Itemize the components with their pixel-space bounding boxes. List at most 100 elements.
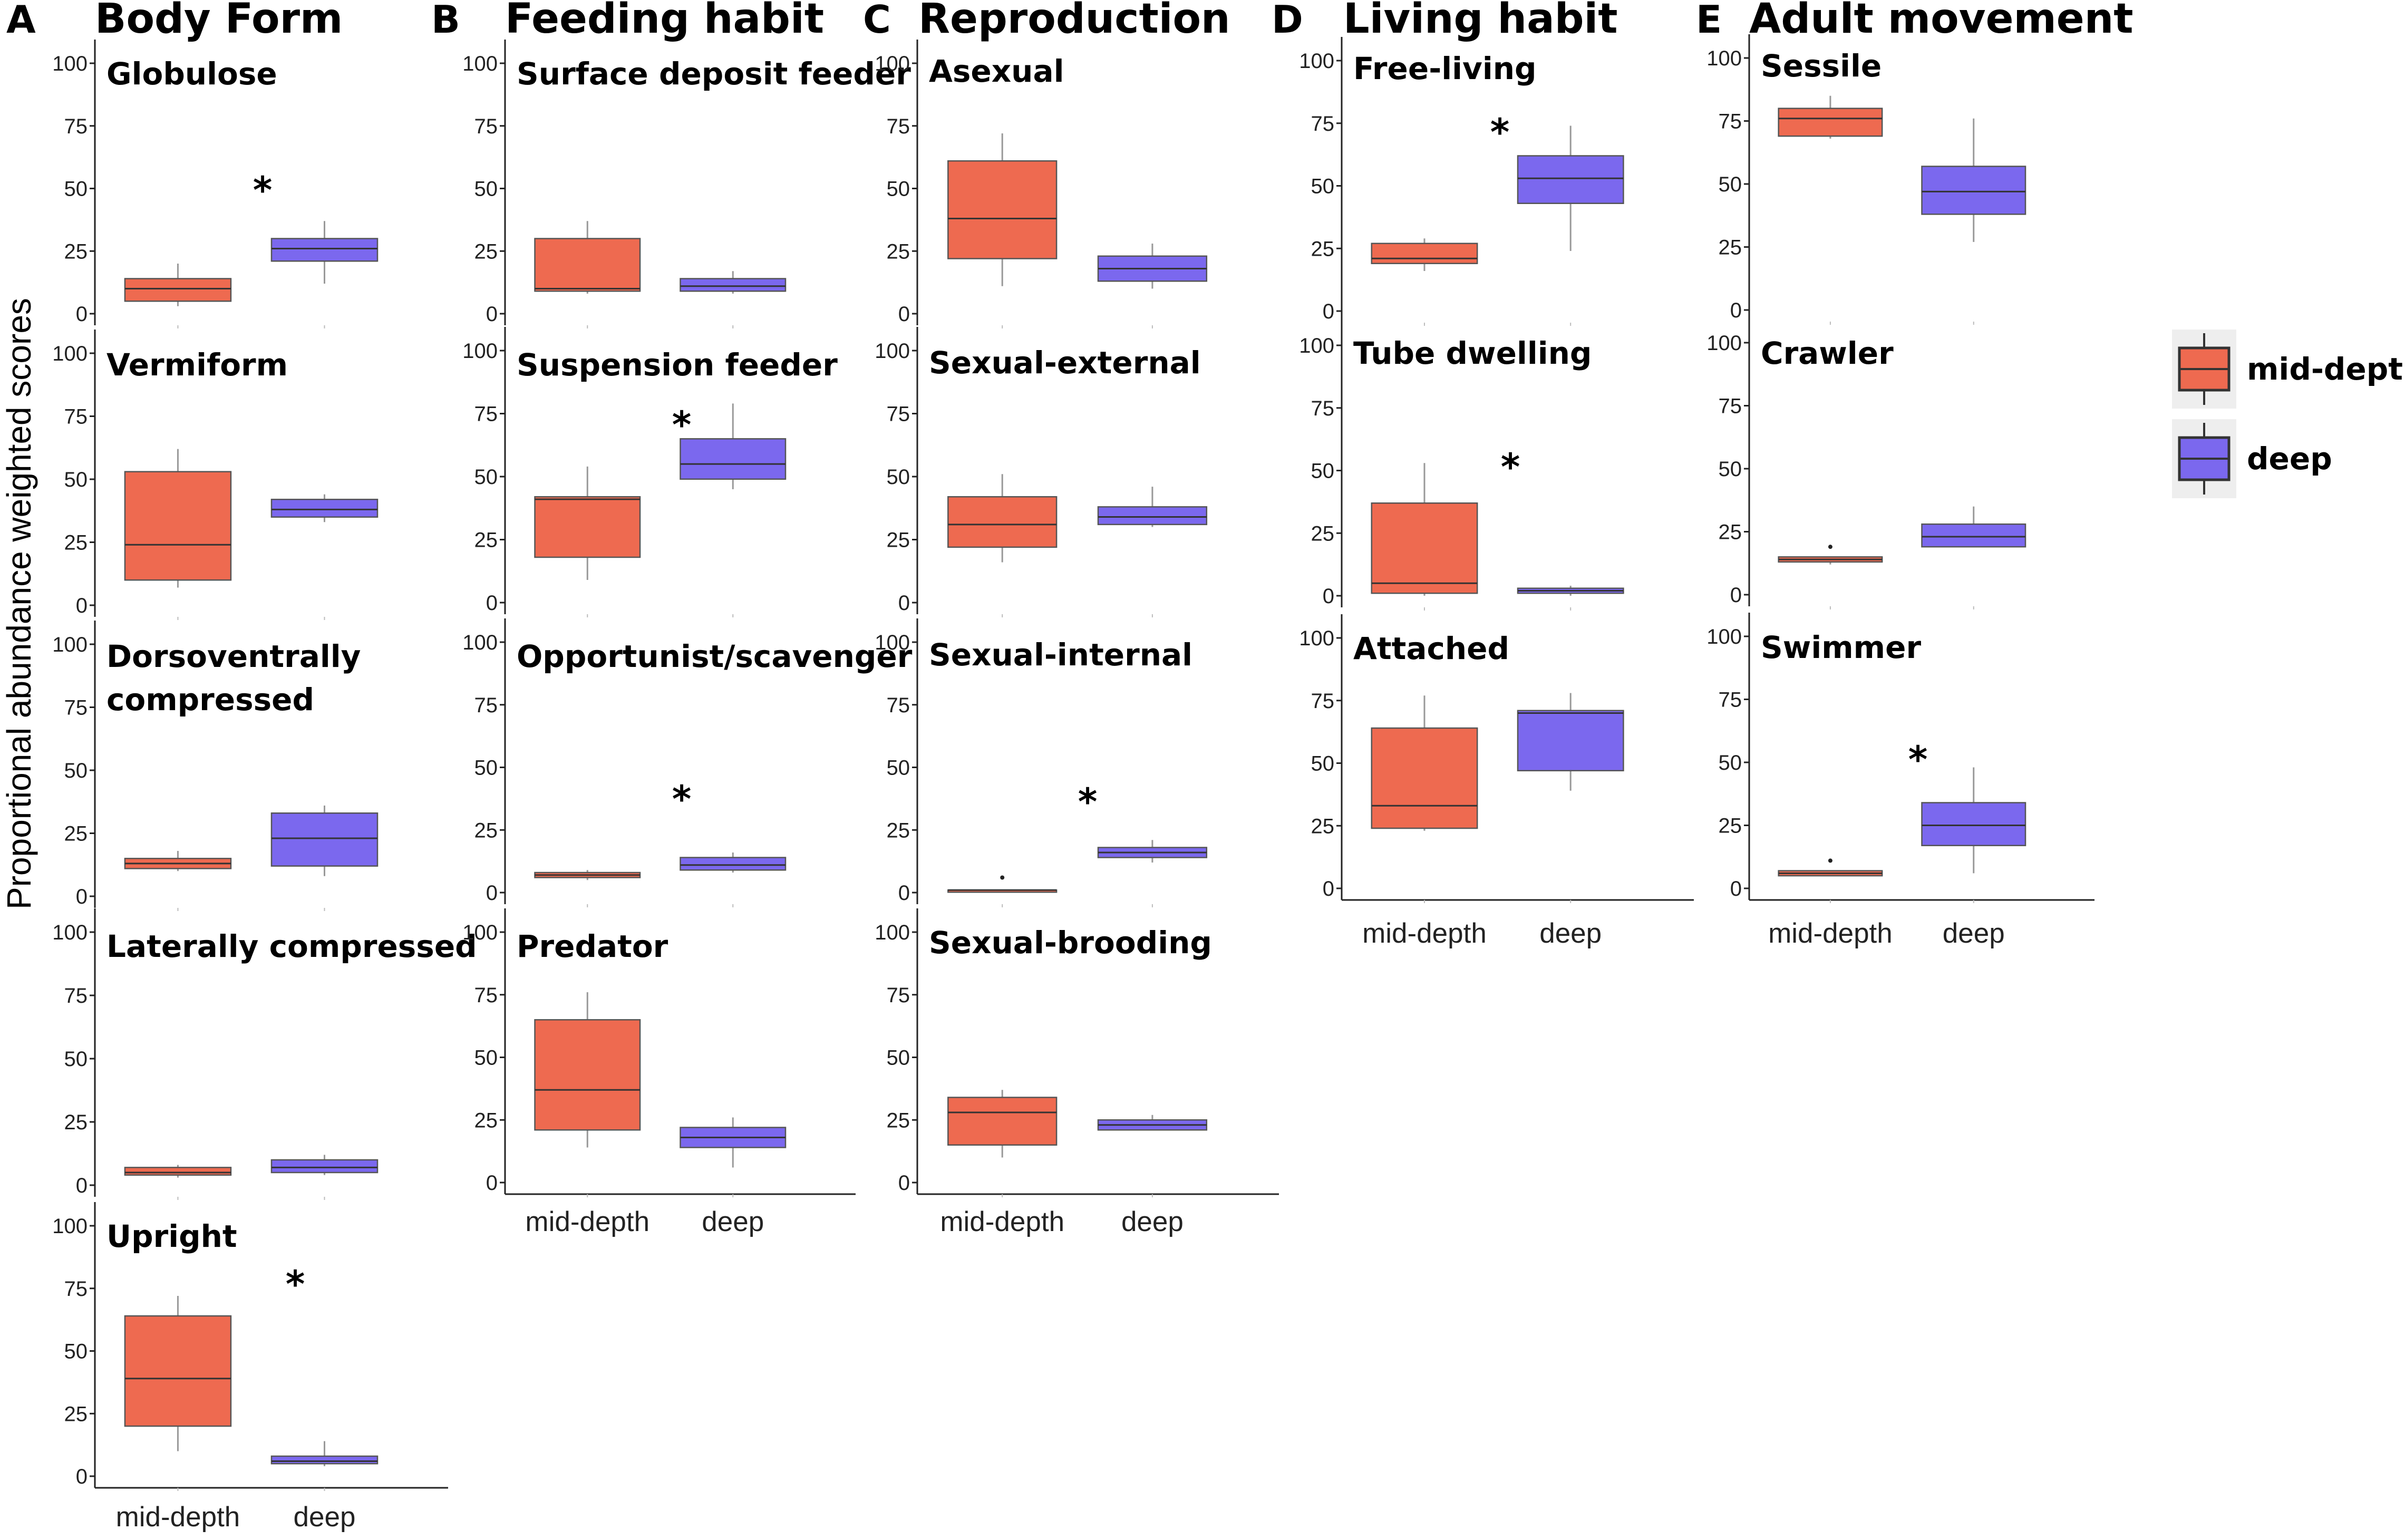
x-tick-label: mid-depth <box>940 1206 1064 1237</box>
x-tick-label: deep <box>294 1502 356 1533</box>
box-body <box>1517 710 1624 771</box>
panel-title: Free-living <box>1353 51 1537 86</box>
box-mid <box>124 850 232 871</box>
y-tick-label: 0 <box>76 594 88 617</box>
box-deep <box>270 1155 379 1175</box>
box-deep <box>1517 125 1624 251</box>
box-mid <box>534 992 641 1148</box>
y-tick-label: 50 <box>1719 458 1742 481</box>
x-tick-label: deep <box>1943 918 2005 949</box>
y-tick-label: 25 <box>64 531 88 555</box>
column-d: D Living habit 0 25 50 75 100 Free-living * 0 25 50… <box>1272 0 1694 949</box>
y-tick-label: 0 <box>898 592 910 615</box>
y-tick-label: 100 <box>52 52 88 75</box>
y-tick-label: 50 <box>474 178 498 201</box>
y-tick-label: 25 <box>1311 522 1335 545</box>
y-tick-label: 0 <box>486 592 498 615</box>
box-mid <box>1371 463 1478 596</box>
y-tick-label: 100 <box>875 340 910 363</box>
column-letter: E <box>1696 0 1722 42</box>
panel-b-2: 0 25 50 75 100 Suspension feeder * <box>462 327 838 617</box>
y-tick-label: 50 <box>474 466 498 489</box>
box-deep <box>680 853 787 873</box>
box-deep <box>1921 767 2026 874</box>
y-tick-label: 100 <box>1299 627 1334 650</box>
panel-grid: A Body Form 0 25 50 75 100 Globulose * 0 25 50 75 100… <box>6 0 2134 1533</box>
y-tick-label: 25 <box>1311 237 1335 260</box>
box-deep <box>1517 586 1624 596</box>
legend-label: deep <box>2247 441 2332 477</box>
outlier-point <box>1828 545 1832 549</box>
box-body <box>534 1019 641 1131</box>
panel-c-2: 0 25 50 75 100 Sexual-external <box>875 327 1208 617</box>
box-deep <box>270 1441 379 1466</box>
y-tick-label: 75 <box>887 403 910 426</box>
y-tick-label: 25 <box>1719 236 1742 259</box>
box-body <box>1371 243 1478 264</box>
panel-c-1: 0 25 50 75 100 Asexual <box>875 40 1208 328</box>
y-tick-label: 75 <box>474 403 498 426</box>
y-tick-label: 100 <box>462 921 498 944</box>
box-body <box>124 1167 232 1176</box>
y-tick-label: 100 <box>1706 625 1742 648</box>
column-e: E Adult movement 0 25 50 75 100 Sessile 0 25 50 75 1… <box>1696 0 2134 949</box>
y-tick-label: 75 <box>1311 397 1335 420</box>
y-tick-label: 75 <box>64 405 88 429</box>
box-deep <box>680 271 787 294</box>
box-deep <box>270 494 379 522</box>
y-tick-label: 75 <box>1719 395 1742 418</box>
box-body <box>124 1315 232 1427</box>
y-tick-label: 25 <box>474 529 498 552</box>
y-tick-label: 25 <box>64 240 88 263</box>
box-deep <box>1097 1115 1208 1131</box>
significance-marker: * <box>1490 111 1510 154</box>
legend-entry: mid-depth <box>2172 330 2405 409</box>
x-tick-label: deep <box>702 1206 764 1237</box>
y-axis-label: Proportional abundance weighted scores <box>0 298 38 909</box>
y-tick-label: 0 <box>76 1174 88 1197</box>
y-tick-label: 75 <box>1311 690 1335 713</box>
x-tick-label: mid-depth <box>525 1206 649 1237</box>
box-body <box>1097 506 1208 526</box>
y-tick-label: 50 <box>887 178 910 201</box>
y-tick-label: 25 <box>1719 521 1742 544</box>
panel-e-2: 0 25 50 75 100 Crawler <box>1706 319 2026 609</box>
panel-title: Vermiform <box>106 347 288 383</box>
y-tick-label: 0 <box>1730 877 1742 900</box>
column-title: Reproduction <box>918 0 1230 43</box>
column-a: A Body Form 0 25 50 75 100 Globulose * 0 25 50 75 100… <box>6 0 477 1533</box>
y-tick-label: 25 <box>1311 815 1335 838</box>
box-body <box>947 496 1058 548</box>
column-title: Living habit <box>1343 0 1618 43</box>
panel-title: Predator <box>517 928 668 964</box>
box-deep <box>680 1117 787 1168</box>
y-tick-label: 100 <box>875 921 910 944</box>
y-tick-label: 25 <box>474 1109 498 1132</box>
y-tick-label: 100 <box>52 921 88 944</box>
y-tick-label: 100 <box>52 342 88 365</box>
y-tick-label: 0 <box>1323 877 1334 900</box>
box-mid <box>1778 858 1883 877</box>
panel-title: Tube dwelling <box>1353 335 1592 371</box>
y-tick-label: 100 <box>462 340 498 363</box>
y-tick-label: 75 <box>1311 112 1335 135</box>
y-tick-label: 0 <box>1323 300 1334 323</box>
box-mid <box>124 264 232 306</box>
box-mid <box>1371 695 1478 831</box>
box-body <box>680 438 787 480</box>
y-tick-label: 50 <box>887 1047 910 1070</box>
significance-marker: * <box>286 1263 305 1306</box>
y-tick-label: 0 <box>486 1171 498 1195</box>
box-mid <box>124 1165 232 1178</box>
box-deep <box>1097 487 1208 527</box>
box-mid <box>124 1296 232 1451</box>
significance-marker: * <box>1501 445 1520 489</box>
y-tick-label: 75 <box>887 115 910 138</box>
panel-a-5: 0 25 50 75 100 Upright * mid-depth deep <box>52 1202 448 1533</box>
y-tick-label: 100 <box>52 1215 88 1238</box>
panel-b-4: 0 25 50 75 100 Predator mid-depth deep <box>462 908 856 1237</box>
y-tick-label: 50 <box>64 178 88 201</box>
outlier-point <box>1828 858 1832 863</box>
y-tick-label: 50 <box>1311 752 1335 776</box>
